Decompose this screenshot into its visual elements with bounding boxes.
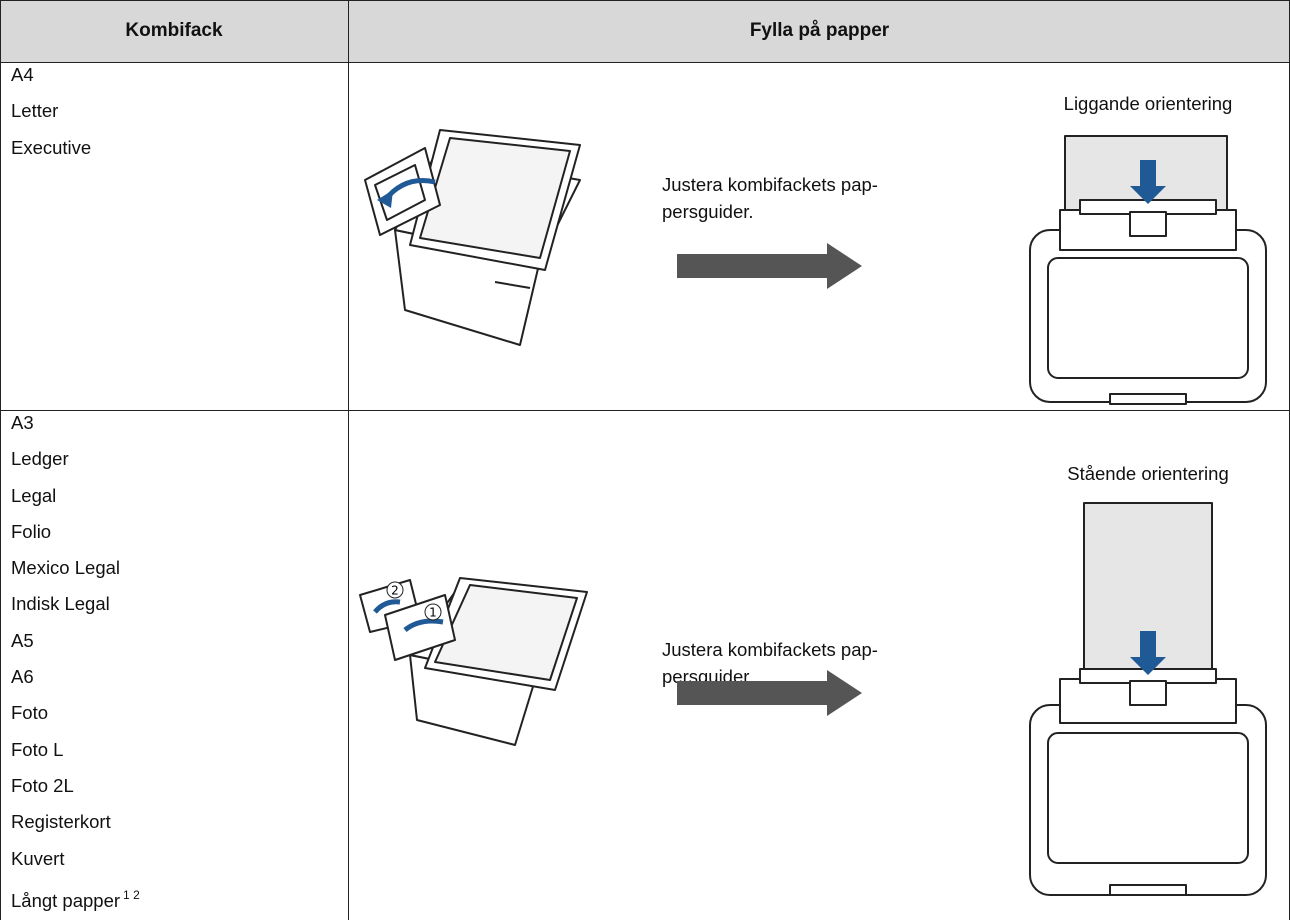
printer-illustration: 2 1 xyxy=(359,577,588,746)
orientation-label: Liggande orientering xyxy=(1063,93,1233,114)
size-name: Indisk Legal xyxy=(11,593,110,615)
size-item: Ledger xyxy=(11,441,140,477)
footnote-refs: 1 2 xyxy=(123,888,140,902)
size-item: Executive xyxy=(11,130,91,166)
border xyxy=(0,0,1,920)
tray-illustration xyxy=(1029,135,1267,405)
size-item: Foto L xyxy=(11,732,140,768)
size-item: A5 xyxy=(11,623,140,659)
size-item: Långt papper 1 2 xyxy=(11,877,140,919)
callout: 2 xyxy=(391,584,399,598)
size-item: Mexico Legal xyxy=(11,550,140,586)
size-name: Foto L xyxy=(11,738,64,760)
printer-illustration xyxy=(364,129,581,346)
arrow xyxy=(677,670,862,716)
border xyxy=(0,0,1290,1)
instruction-line: persguider. xyxy=(662,201,754,222)
size-name: Legal xyxy=(11,484,57,506)
size-item: A3 xyxy=(11,405,140,441)
arrow xyxy=(677,243,862,289)
size-list: A3 Ledger Legal Folio Mexico Legal Indisk Leg… xyxy=(11,405,140,919)
size-item: Indisk Legal xyxy=(11,586,140,622)
orientation-label: Stående orientering xyxy=(1067,463,1229,484)
size-name: Kuvert xyxy=(11,847,65,869)
size-name: A5 xyxy=(11,629,34,651)
size-item: Legal xyxy=(11,478,140,514)
size-name: Foto xyxy=(11,702,49,724)
size-item: Foto xyxy=(11,695,140,731)
footnote-ref: 2 xyxy=(133,887,140,902)
border xyxy=(0,410,1290,411)
instruction-line: Justera kombifackets pap- xyxy=(662,639,878,660)
tray-illustration xyxy=(1029,502,1267,896)
size-name: Mexico Legal xyxy=(11,557,121,579)
size-name: A4 xyxy=(11,64,34,85)
size-name: Foto 2L xyxy=(11,774,74,796)
size-name: A6 xyxy=(11,666,34,688)
size-name: A3 xyxy=(11,412,34,433)
border xyxy=(348,0,349,920)
size-name: Executive xyxy=(11,136,92,158)
header-cell: Kombifack xyxy=(0,0,348,62)
size-item: Folio xyxy=(11,514,140,550)
footnote-ref: 1 xyxy=(123,887,130,902)
size-item: Foto 2L xyxy=(11,768,140,804)
size-name: Folio xyxy=(11,520,52,542)
size-item: Letter xyxy=(11,93,91,129)
border xyxy=(0,62,1290,63)
size-item: A4 xyxy=(11,57,91,93)
size-item: Registerkort xyxy=(11,804,140,840)
size-name: Letter xyxy=(11,100,59,122)
size-name: Långt papper xyxy=(11,889,121,911)
size-name: Ledger xyxy=(11,448,69,470)
instruction: Justera kombifackets pap- persguider. xyxy=(662,171,878,225)
callout: 1 xyxy=(429,606,437,620)
header-cell: Fylla på papper xyxy=(349,0,1290,62)
size-name: Registerkort xyxy=(11,811,111,833)
size-item: Kuvert xyxy=(11,841,140,877)
size-list: A4 Letter Executive xyxy=(11,57,91,166)
instruction-line: Justera kombifackets pap- xyxy=(662,174,878,195)
size-item: A6 xyxy=(11,659,140,695)
